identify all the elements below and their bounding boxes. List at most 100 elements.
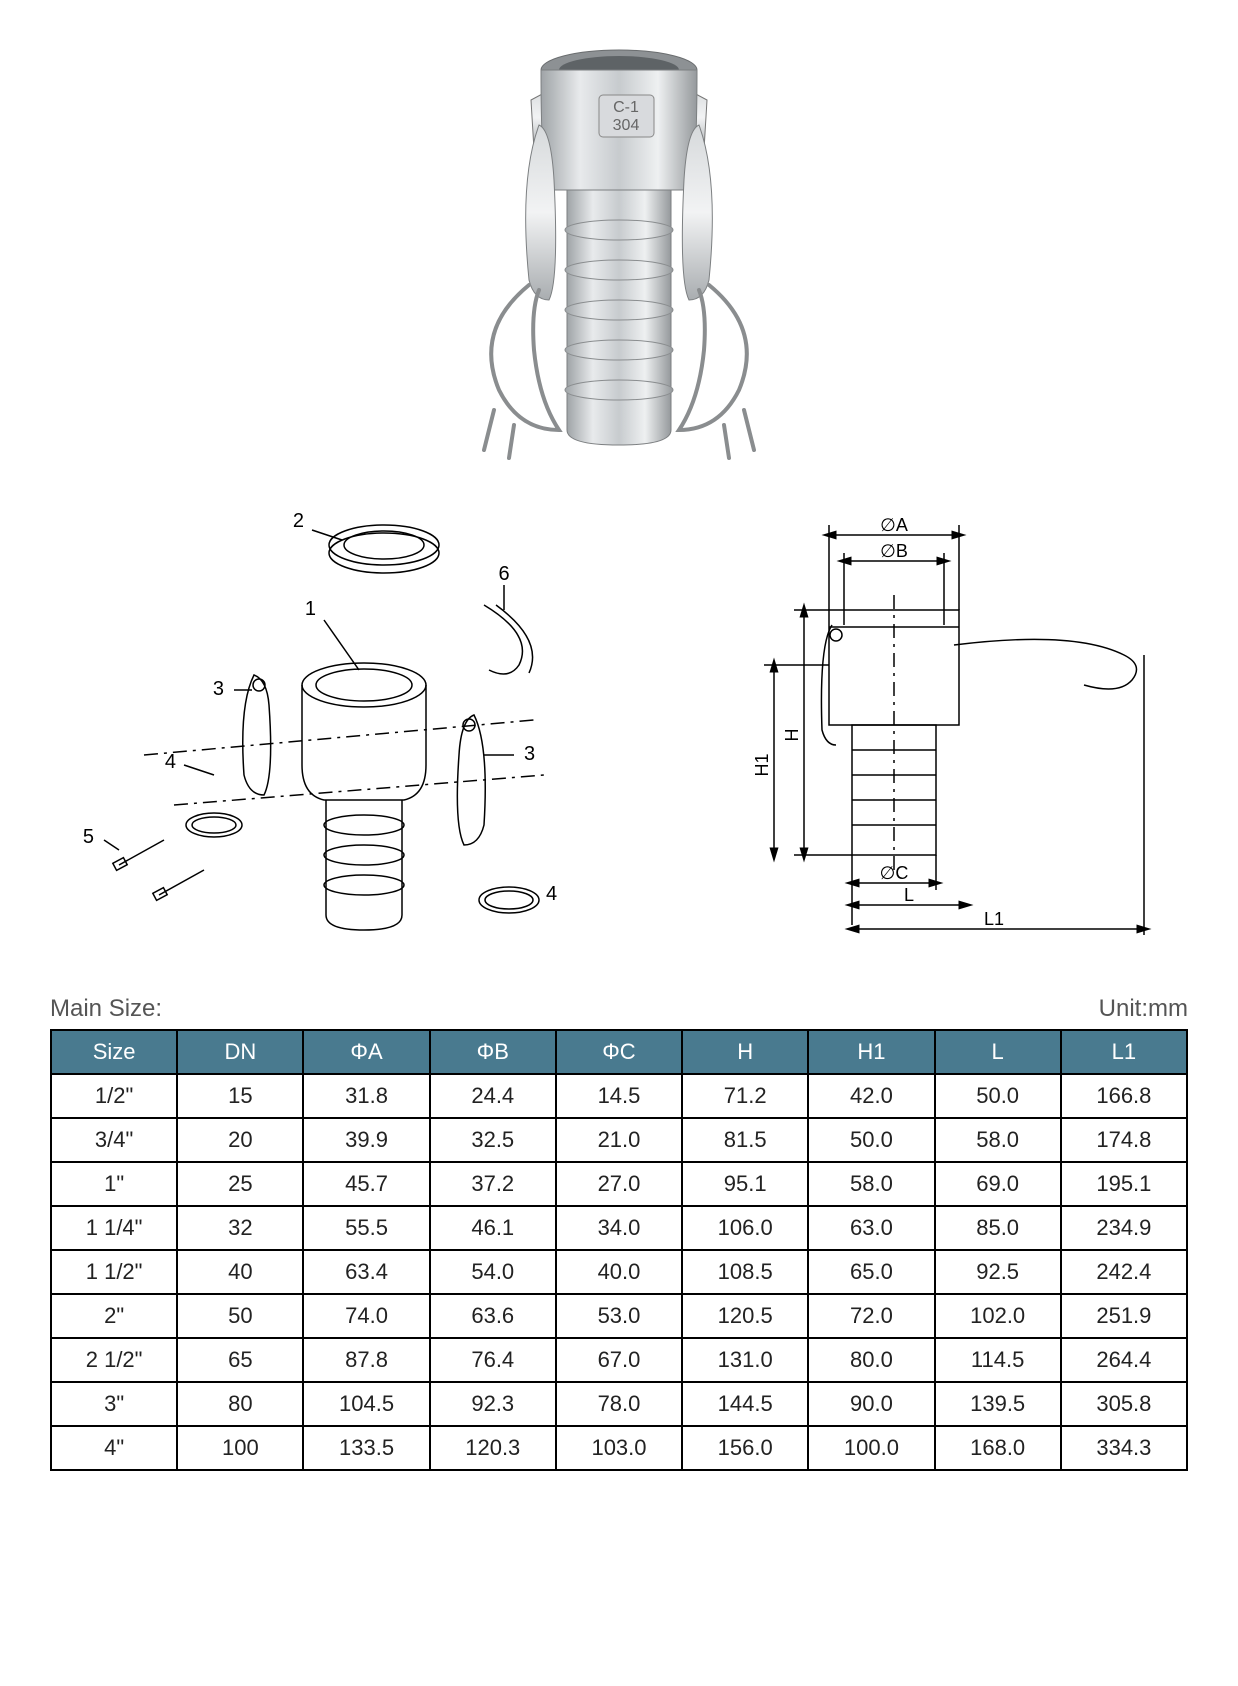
table-cell: 53.0	[556, 1294, 682, 1338]
dim-L: L	[904, 885, 914, 905]
table-cell: 24.4	[430, 1074, 556, 1118]
table-cell: 120.3	[430, 1426, 556, 1470]
main-size-label: Main Size:	[50, 995, 162, 1023]
table-cell: 20	[177, 1118, 303, 1162]
col-phia: ΦA	[303, 1030, 429, 1074]
table-cell: 242.4	[1061, 1250, 1187, 1294]
table-cell: 63.4	[303, 1250, 429, 1294]
table-cell: 3"	[51, 1382, 177, 1426]
table-cell: 32.5	[430, 1118, 556, 1162]
callout-2: 2	[293, 510, 304, 532]
table-cell: 168.0	[935, 1426, 1061, 1470]
col-l1: L1	[1061, 1030, 1187, 1074]
dim-H1: H1	[752, 753, 772, 776]
table-cell: 195.1	[1061, 1162, 1187, 1206]
product-marking-line1: C-1	[613, 99, 639, 116]
table-cell: 156.0	[682, 1426, 808, 1470]
table-row: 1 1/2"4063.454.040.0108.565.092.5242.4	[51, 1250, 1187, 1294]
table-cell: 72.0	[808, 1294, 934, 1338]
table-cell: 63.6	[430, 1294, 556, 1338]
table-cell: 100	[177, 1426, 303, 1470]
table-cell: 74.0	[303, 1294, 429, 1338]
table-cell: 2 1/2"	[51, 1338, 177, 1382]
diagram-row: 2 1 3 3 4 4 5 6	[50, 495, 1188, 955]
table-cell: 39.9	[303, 1118, 429, 1162]
exploded-diagram: 2 1 3 3 4 4 5 6	[64, 495, 624, 955]
table-cell: 251.9	[1061, 1294, 1187, 1338]
table-cell: 40	[177, 1250, 303, 1294]
dimension-diagram: ∅A ∅B H H1 ∅C L L1	[654, 495, 1174, 955]
table-cell: 14.5	[556, 1074, 682, 1118]
callout-6: 6	[498, 563, 509, 585]
callout-1: 1	[305, 598, 316, 620]
table-cell: 139.5	[935, 1382, 1061, 1426]
table-row: 3"80104.592.378.0144.590.0139.5305.8	[51, 1382, 1187, 1426]
table-cell: 3/4"	[51, 1118, 177, 1162]
table-cell: 234.9	[1061, 1206, 1187, 1250]
table-cell: 65.0	[808, 1250, 934, 1294]
table-row: 2 1/2"6587.876.467.0131.080.0114.5264.4	[51, 1338, 1187, 1382]
table-header: Main Size: Unit:mm	[50, 995, 1188, 1023]
table-cell: 21.0	[556, 1118, 682, 1162]
table-cell: 104.5	[303, 1382, 429, 1426]
table-cell: 50.0	[808, 1118, 934, 1162]
table-cell: 305.8	[1061, 1382, 1187, 1426]
table-cell: 25	[177, 1162, 303, 1206]
table-cell: 120.5	[682, 1294, 808, 1338]
table-row: 1 1/4"3255.546.134.0106.063.085.0234.9	[51, 1206, 1187, 1250]
table-cell: 15	[177, 1074, 303, 1118]
table-cell: 27.0	[556, 1162, 682, 1206]
table-cell: 144.5	[682, 1382, 808, 1426]
product-photo-wrap: C-1 304	[50, 30, 1188, 475]
table-cell: 90.0	[808, 1382, 934, 1426]
table-cell: 334.3	[1061, 1426, 1187, 1470]
table-row: 3/4"2039.932.521.081.550.058.0174.8	[51, 1118, 1187, 1162]
table-cell: 58.0	[808, 1162, 934, 1206]
table-cell: 100.0	[808, 1426, 934, 1470]
dim-phiB: ∅B	[880, 541, 908, 561]
table-row: 1/2"1531.824.414.571.242.050.0166.8	[51, 1074, 1187, 1118]
table-cell: 102.0	[935, 1294, 1061, 1338]
table-cell: 40.0	[556, 1250, 682, 1294]
table-cell: 63.0	[808, 1206, 934, 1250]
col-phib: ΦB	[430, 1030, 556, 1074]
table-row: 1"2545.737.227.095.158.069.0195.1	[51, 1162, 1187, 1206]
callout-3-right: 3	[524, 743, 535, 765]
table-cell: 174.8	[1061, 1118, 1187, 1162]
callout-4-right: 4	[546, 883, 557, 905]
table-cell: 1/2"	[51, 1074, 177, 1118]
table-cell: 80.0	[808, 1338, 934, 1382]
product-marking-line2: 304	[613, 117, 640, 134]
table-cell: 34.0	[556, 1206, 682, 1250]
table-head-row: Size DN ΦA ΦB ΦC H H1 L L1	[51, 1030, 1187, 1074]
table-cell: 95.1	[682, 1162, 808, 1206]
table-cell: 108.5	[682, 1250, 808, 1294]
table-cell: 166.8	[1061, 1074, 1187, 1118]
col-dn: DN	[177, 1030, 303, 1074]
callout-4-left: 4	[165, 751, 176, 773]
col-phic: ΦC	[556, 1030, 682, 1074]
table-cell: 1 1/2"	[51, 1250, 177, 1294]
table-cell: 114.5	[935, 1338, 1061, 1382]
dim-L1: L1	[984, 909, 1004, 929]
table-cell: 1 1/4"	[51, 1206, 177, 1250]
table-cell: 87.8	[303, 1338, 429, 1382]
table-cell: 50	[177, 1294, 303, 1338]
table-cell: 31.8	[303, 1074, 429, 1118]
table-cell: 46.1	[430, 1206, 556, 1250]
col-h: H	[682, 1030, 808, 1074]
table-cell: 264.4	[1061, 1338, 1187, 1382]
dim-phiA: ∅A	[880, 515, 908, 535]
table-cell: 106.0	[682, 1206, 808, 1250]
table-cell: 65	[177, 1338, 303, 1382]
table-cell: 131.0	[682, 1338, 808, 1382]
dim-phiC: ∅C	[880, 863, 909, 883]
table-cell: 50.0	[935, 1074, 1061, 1118]
table-cell: 81.5	[682, 1118, 808, 1162]
table-cell: 80	[177, 1382, 303, 1426]
table-cell: 2"	[51, 1294, 177, 1338]
col-l: L	[935, 1030, 1061, 1074]
table-cell: 76.4	[430, 1338, 556, 1382]
table-cell: 78.0	[556, 1382, 682, 1426]
table-row: 2"5074.063.653.0120.572.0102.0251.9	[51, 1294, 1187, 1338]
